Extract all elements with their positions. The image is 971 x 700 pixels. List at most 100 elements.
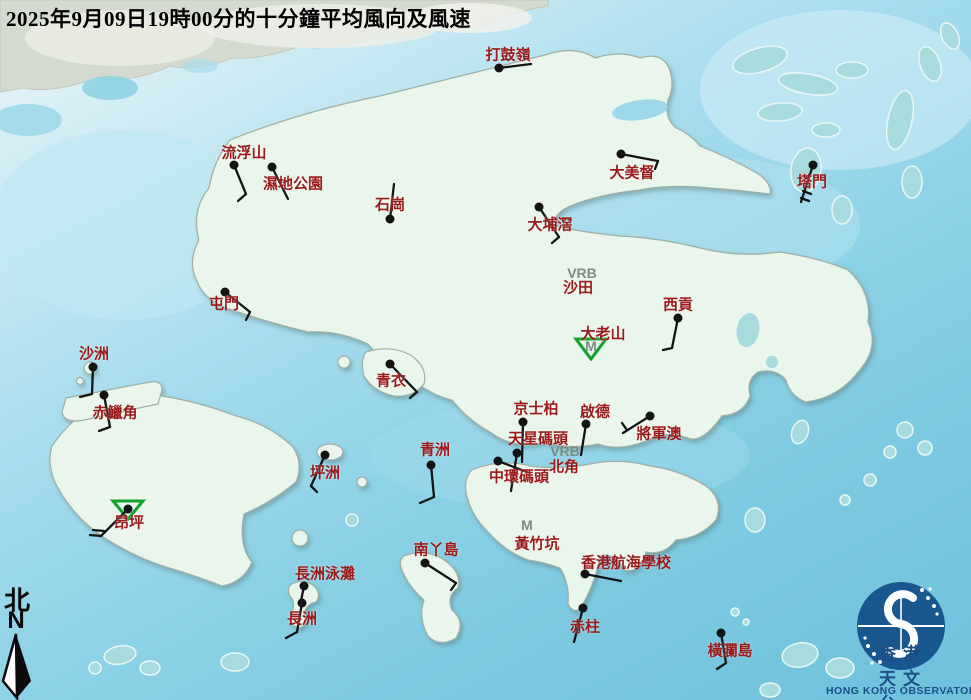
wind-station <box>715 628 728 671</box>
wind-staff <box>670 316 680 350</box>
wind-staff <box>579 422 588 457</box>
wind-station <box>78 362 98 399</box>
station-dot <box>512 448 522 458</box>
wind-barb <box>88 533 103 538</box>
wind-barb <box>91 528 106 533</box>
station-dot <box>518 417 528 427</box>
small-island <box>75 376 85 386</box>
station-dot <box>229 160 239 170</box>
station-dot <box>645 411 655 421</box>
wind-barb <box>620 421 629 432</box>
wind-station <box>661 313 683 352</box>
wind-station <box>493 456 529 474</box>
ma-wan-island <box>337 355 351 369</box>
wind-staff <box>99 507 130 538</box>
wind-station <box>299 581 309 603</box>
wind-station <box>580 569 623 583</box>
station-dot <box>99 390 109 400</box>
station-dot <box>534 202 544 212</box>
wind-staff <box>497 62 533 70</box>
wind-station <box>309 450 330 494</box>
wind-barb <box>653 159 660 171</box>
wind-station <box>418 460 436 505</box>
wind-station <box>88 499 147 538</box>
station-triangle-marker <box>109 499 147 522</box>
wind-staff <box>719 631 728 665</box>
wind-barb <box>799 196 811 203</box>
wind-staff <box>423 561 458 585</box>
wind-staff <box>309 453 327 488</box>
wind-station <box>420 558 458 592</box>
wind-station <box>518 417 528 464</box>
wind-station <box>220 287 252 322</box>
wind-station <box>385 182 396 224</box>
wind-station <box>229 160 248 203</box>
station-dot <box>808 160 818 170</box>
wind-staff <box>520 420 525 464</box>
wind-staff <box>572 606 585 644</box>
wind-barb <box>661 346 674 352</box>
station-dot <box>320 450 330 460</box>
wind-staff <box>295 601 304 634</box>
wind-barb <box>408 390 419 400</box>
station-dot <box>385 214 395 224</box>
wind-staff <box>619 152 660 163</box>
wind-station <box>494 62 533 73</box>
station-dot <box>299 581 309 591</box>
wind-staff <box>496 459 529 474</box>
station-dot <box>616 149 626 159</box>
wind-barb <box>550 235 561 245</box>
starling-inlet <box>612 99 668 121</box>
wind-station <box>385 359 419 400</box>
wind-barb <box>715 661 728 671</box>
wind-staff <box>90 365 95 396</box>
wind-station <box>620 411 655 435</box>
wind-station <box>267 162 290 201</box>
shenzhen-urban-area <box>0 0 549 136</box>
station-dot <box>88 362 98 372</box>
wind-barb <box>97 425 112 433</box>
wind-staff <box>509 451 519 493</box>
kau-yi-chau-island <box>356 476 368 488</box>
hko-logo-icon <box>857 582 945 670</box>
station-triangle-marker <box>573 337 609 362</box>
wind-staff <box>232 163 248 196</box>
wind-station <box>579 419 591 457</box>
wind-staff <box>223 290 252 314</box>
wind-barb <box>284 630 299 640</box>
north-arrow-icon <box>1 633 31 700</box>
station-dot <box>123 504 133 514</box>
wind-station <box>573 337 609 362</box>
station-dot <box>220 287 230 297</box>
station-dot <box>297 598 307 608</box>
wind-staff <box>270 165 290 201</box>
airport-island <box>61 381 163 422</box>
wind-barb <box>449 581 458 592</box>
station-dot <box>581 419 591 429</box>
wind-barb <box>244 310 252 322</box>
hei-ling-chau-island <box>291 529 309 547</box>
wind-station <box>572 603 588 644</box>
wind-staff <box>537 205 561 239</box>
wind-staff <box>429 463 436 499</box>
wind-barb <box>309 484 319 494</box>
lantau-island <box>49 393 300 587</box>
land-masses <box>49 50 873 644</box>
wind-barb <box>418 495 436 505</box>
wind-staff <box>799 163 815 204</box>
station-dot <box>493 456 503 466</box>
station-dot <box>673 313 683 323</box>
wind-barb <box>801 189 813 196</box>
hk-island <box>465 460 719 612</box>
station-dot <box>420 558 430 568</box>
outlying-islands <box>88 22 961 698</box>
station-dot <box>385 359 395 369</box>
peng-chau-island <box>316 443 344 461</box>
wind-station <box>284 598 307 640</box>
wind-barb <box>236 192 248 203</box>
wind-staff <box>388 362 419 394</box>
station-dot <box>578 603 588 613</box>
wind-staff <box>583 572 623 583</box>
